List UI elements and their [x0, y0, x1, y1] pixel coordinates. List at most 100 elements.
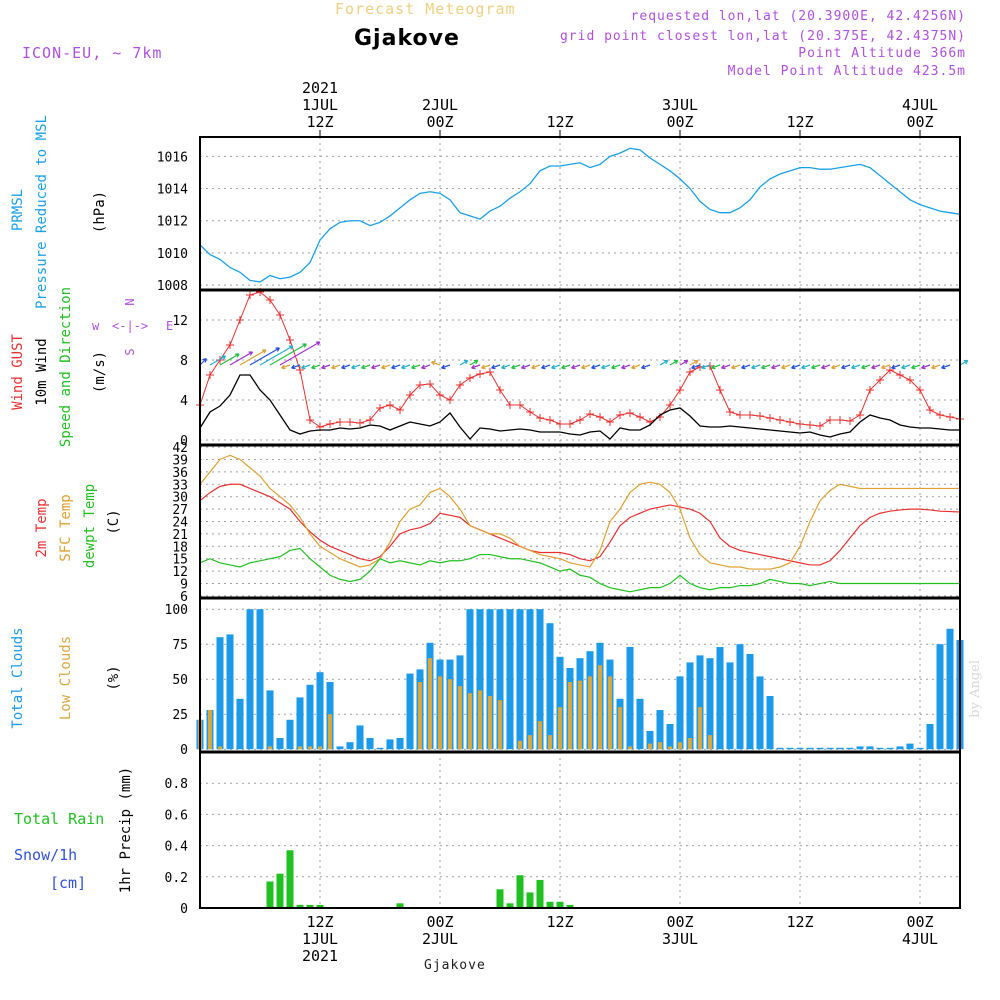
- low-cloud-bar: [418, 682, 422, 750]
- low-cloud-bar: [438, 676, 442, 750]
- y-tick-label: 39: [172, 453, 188, 468]
- wind-direction-arrow: [381, 364, 391, 370]
- y-tick-label: 4: [180, 394, 188, 409]
- total-cloud-bar: [786, 747, 794, 750]
- total-cloud-bar: [316, 672, 324, 750]
- low-cloud-bar: [588, 676, 592, 750]
- bottom-time-label: 2021: [302, 947, 338, 965]
- wind-gust-point: [626, 409, 634, 417]
- compass-north: N: [123, 298, 137, 305]
- y-tick-label: 100: [165, 603, 188, 618]
- wind-gust-point: [556, 420, 564, 428]
- total-cloud-bar: [546, 623, 554, 750]
- wind-direction-arrow: [459, 359, 469, 366]
- wind-direction-arrow: [301, 364, 311, 370]
- y-tick-label: 12: [172, 314, 188, 329]
- wind-gust-point: [306, 416, 314, 424]
- wind-direction-arrow: [561, 364, 571, 370]
- wind-direction-arrow: [219, 353, 240, 366]
- total-cloud-bar: [736, 644, 744, 750]
- temp-dewpt-label: dewpt Temp: [82, 484, 98, 568]
- total-cloud-bar: [256, 609, 264, 750]
- wind-gust-point: [756, 412, 764, 420]
- wind-gust-point: [536, 414, 544, 422]
- wind-speed-line: [199, 374, 960, 440]
- wind-gust-point: [486, 368, 494, 376]
- total-cloud-bar: [866, 746, 874, 750]
- wind-direction-arrow: [761, 364, 771, 370]
- total-cloud-bar: [376, 747, 384, 750]
- wind-gust-point: [596, 413, 604, 421]
- wind-gust-point: [906, 376, 914, 384]
- wind-direction-arrow: [249, 347, 280, 366]
- wind-gust-point: [386, 401, 394, 409]
- low-cloud-bar: [448, 679, 452, 750]
- bottom-time-label: 3JUL: [662, 930, 698, 948]
- rain-bar: [396, 903, 404, 908]
- y-tick-label: 0.4: [165, 840, 189, 855]
- wind-gust-point: [206, 371, 214, 379]
- total-cloud-bar: [846, 747, 854, 750]
- wind-direction-arrow: [691, 364, 701, 370]
- wind-direction-arrow: [751, 364, 761, 370]
- total-cloud-bar: [696, 655, 704, 750]
- wind-direction-arrow: [491, 364, 501, 370]
- wind-direction-arrow: [631, 364, 641, 370]
- low-cloud-bar: [678, 742, 682, 750]
- wind-gust-point: [826, 416, 834, 424]
- low-cloud-bar: [518, 740, 522, 750]
- wind-gust-point: [406, 391, 414, 399]
- wind-direction-arrow: [361, 364, 371, 370]
- total-cloud-bar: [246, 609, 254, 750]
- low-cloud-bar: [598, 665, 602, 750]
- low-cloud-bar: [308, 746, 312, 750]
- total-cloud-bar: [746, 654, 754, 750]
- wind-direction-arrow: [321, 364, 331, 370]
- total-cloud-bar: [266, 690, 274, 750]
- low-cloud-bar: [208, 710, 212, 750]
- wind-direction-arrow: [711, 364, 721, 370]
- top-time-label: 2JUL: [422, 96, 458, 114]
- low-cloud-bar: [608, 676, 612, 750]
- wind-direction-arrow: [371, 364, 381, 370]
- total-cloud-bar: [556, 656, 564, 750]
- y-tick-label: 6: [180, 590, 188, 605]
- wind-direction-arrow: [881, 364, 891, 370]
- wind-gust-label: Wind GUST: [10, 334, 26, 410]
- point-altitude: Point Altitude 366m: [798, 46, 966, 61]
- rain-bar: [286, 850, 294, 908]
- wind-gust-point: [236, 316, 244, 324]
- wind-direction-arrow: [581, 364, 591, 370]
- bottom-time-label: 1JUL: [302, 930, 338, 948]
- total-cloud-bar: [516, 609, 524, 750]
- total-cloud-bar: [236, 698, 244, 750]
- wind-direction-arrow: [551, 364, 561, 370]
- wind-direction-arrow: [341, 364, 351, 370]
- top-time-label: 00Z: [906, 113, 933, 131]
- wind-gust-point: [896, 371, 904, 379]
- y-tick-label: 0: [180, 743, 188, 758]
- wind-direction-arrow: [469, 359, 479, 366]
- wind-direction-arrow: [959, 359, 969, 366]
- y-tick-label: 0.2: [165, 871, 188, 886]
- wind-direction-arrow: [411, 364, 421, 370]
- cloud-unit-label: (%): [106, 665, 122, 690]
- total-cloud-bar: [756, 676, 764, 750]
- wind-gust-point: [736, 411, 744, 419]
- total-cloud-bar: [636, 698, 644, 750]
- low-cloud-bar: [558, 707, 562, 750]
- wind-direction-arrow: [621, 364, 631, 370]
- wind-unit-label: (m/s): [92, 351, 108, 393]
- wind-gust-point: [686, 368, 694, 376]
- y-tick-label: 1014: [157, 183, 188, 198]
- y-tick-label: 15: [172, 553, 188, 568]
- total-cloud-bar: [676, 676, 684, 750]
- low-cloud-bar: [658, 742, 662, 750]
- panel-frame: [199, 136, 961, 291]
- wind-direction-arrow: [441, 364, 451, 370]
- model-name: ICON-EU, ~ 7km: [22, 44, 163, 62]
- wind-direction-arrow: [421, 364, 431, 370]
- rain-bar: [546, 901, 554, 908]
- low-cloud-bar: [668, 746, 672, 750]
